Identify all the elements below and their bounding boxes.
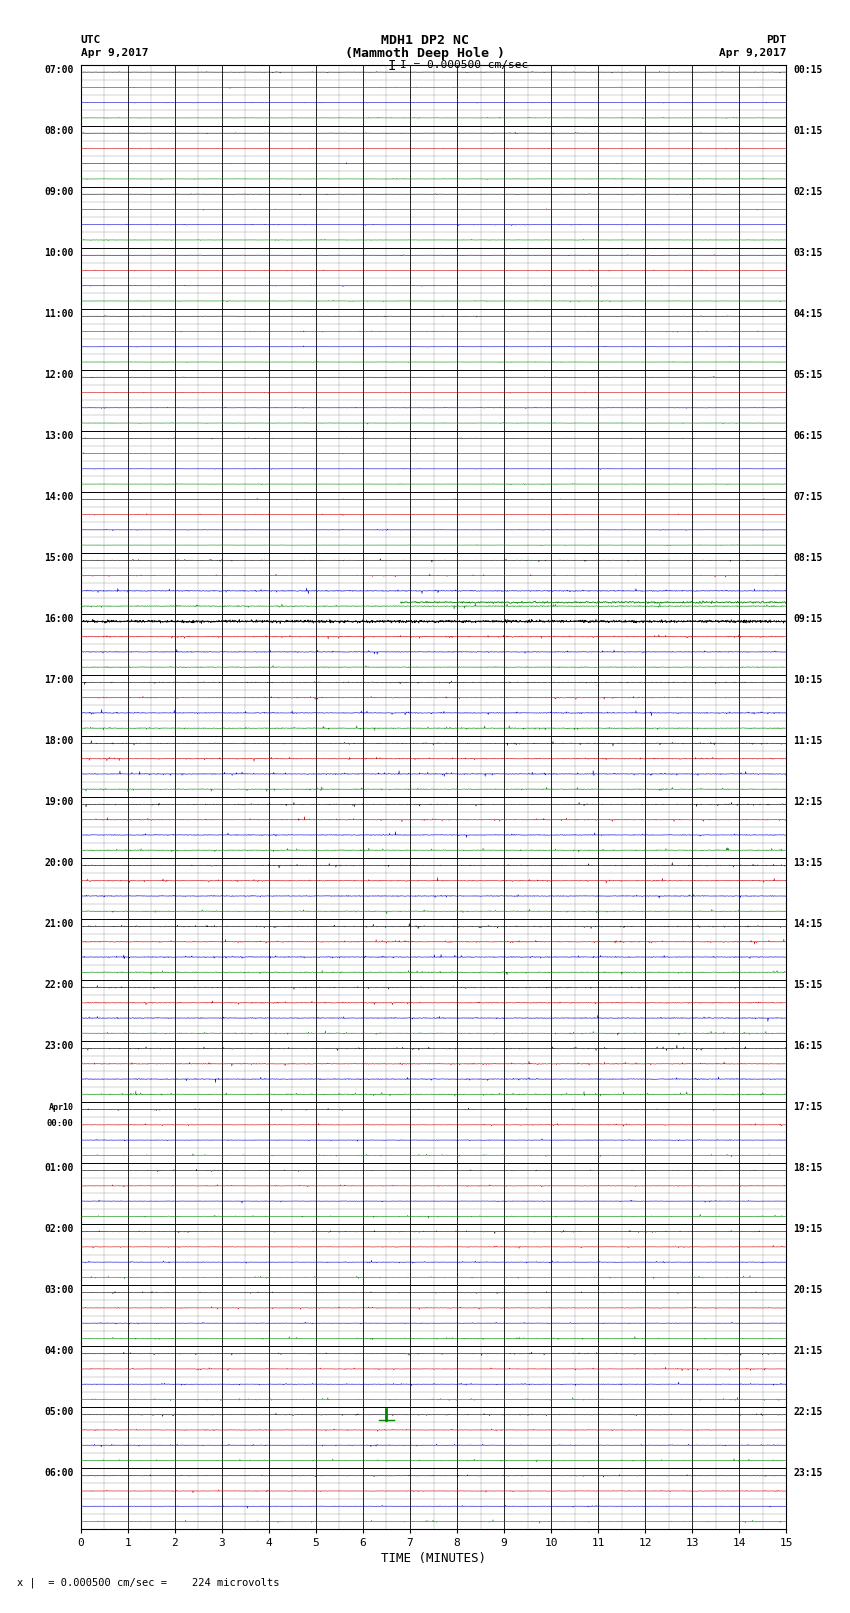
Text: 10:15: 10:15 (793, 674, 823, 686)
X-axis label: TIME (MINUTES): TIME (MINUTES) (381, 1552, 486, 1565)
Text: 12:00: 12:00 (44, 369, 74, 379)
Text: 22:15: 22:15 (793, 1407, 823, 1418)
Text: 06:00: 06:00 (44, 1468, 74, 1478)
Text: I: I (388, 58, 396, 73)
Text: 18:15: 18:15 (793, 1163, 823, 1173)
Text: UTC: UTC (81, 35, 101, 45)
Text: 23:00: 23:00 (44, 1040, 74, 1052)
Text: 17:00: 17:00 (44, 674, 74, 686)
Text: 14:00: 14:00 (44, 492, 74, 502)
Text: 06:15: 06:15 (793, 431, 823, 440)
Text: 11:15: 11:15 (793, 736, 823, 745)
Text: 13:00: 13:00 (44, 431, 74, 440)
Text: 17:15: 17:15 (793, 1102, 823, 1111)
Text: x |  = 0.000500 cm/sec =    224 microvolts: x | = 0.000500 cm/sec = 224 microvolts (17, 1578, 280, 1589)
Text: PDT: PDT (766, 35, 786, 45)
Text: 21:00: 21:00 (44, 919, 74, 929)
Text: 07:15: 07:15 (793, 492, 823, 502)
Text: 12:15: 12:15 (793, 797, 823, 806)
Text: Apr10: Apr10 (48, 1103, 74, 1111)
Text: 02:00: 02:00 (44, 1224, 74, 1234)
Text: 20:00: 20:00 (44, 858, 74, 868)
Text: MDH1 DP2 NC: MDH1 DP2 NC (381, 34, 469, 47)
Text: Apr 9,2017: Apr 9,2017 (81, 48, 148, 58)
Text: 13:15: 13:15 (793, 858, 823, 868)
Text: 07:00: 07:00 (44, 65, 74, 74)
Text: 11:00: 11:00 (44, 308, 74, 319)
Text: 14:15: 14:15 (793, 919, 823, 929)
Text: 00:15: 00:15 (793, 65, 823, 74)
Text: 08:15: 08:15 (793, 553, 823, 563)
Text: 22:00: 22:00 (44, 981, 74, 990)
Text: 18:00: 18:00 (44, 736, 74, 745)
Text: 05:15: 05:15 (793, 369, 823, 379)
Text: 05:00: 05:00 (44, 1407, 74, 1418)
Text: 19:15: 19:15 (793, 1224, 823, 1234)
Text: 01:00: 01:00 (44, 1163, 74, 1173)
Text: Apr 9,2017: Apr 9,2017 (719, 48, 786, 58)
Text: 09:15: 09:15 (793, 615, 823, 624)
Text: 16:15: 16:15 (793, 1040, 823, 1052)
Text: 08:00: 08:00 (44, 126, 74, 135)
Text: (Mammoth Deep Hole ): (Mammoth Deep Hole ) (345, 47, 505, 60)
Text: 04:00: 04:00 (44, 1345, 74, 1357)
Text: 23:15: 23:15 (793, 1468, 823, 1478)
Text: 15:00: 15:00 (44, 553, 74, 563)
Text: 03:00: 03:00 (44, 1286, 74, 1295)
Text: 20:15: 20:15 (793, 1286, 823, 1295)
Text: 04:15: 04:15 (793, 308, 823, 319)
Text: 02:15: 02:15 (793, 187, 823, 197)
Text: 15:15: 15:15 (793, 981, 823, 990)
Text: 21:15: 21:15 (793, 1345, 823, 1357)
Text: I = 0.000500 cm/sec: I = 0.000500 cm/sec (400, 60, 528, 69)
Text: 16:00: 16:00 (44, 615, 74, 624)
Text: 19:00: 19:00 (44, 797, 74, 806)
Text: 10:00: 10:00 (44, 248, 74, 258)
Text: 09:00: 09:00 (44, 187, 74, 197)
Text: 01:15: 01:15 (793, 126, 823, 135)
Text: 00:00: 00:00 (47, 1119, 74, 1127)
Text: 03:15: 03:15 (793, 248, 823, 258)
